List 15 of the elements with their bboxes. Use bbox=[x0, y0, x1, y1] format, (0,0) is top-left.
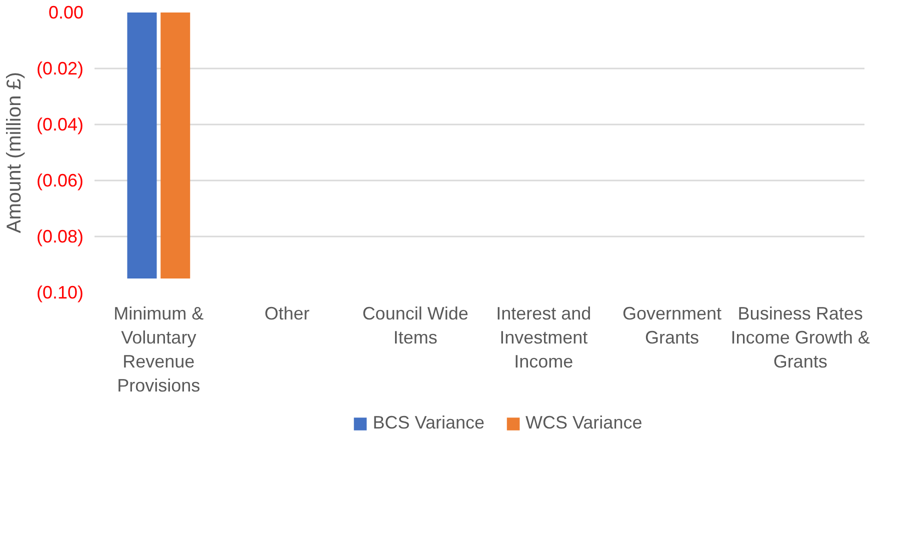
y-axis-title: Amount (million £) bbox=[3, 72, 26, 234]
y-tick-label: 0.00 bbox=[48, 2, 84, 22]
y-tick-label: (0.04) bbox=[36, 114, 84, 134]
x-tick-label: Interest and Investment Income bbox=[496, 304, 592, 372]
x-tick-label: Business Rates Income Growth & Grants bbox=[730, 304, 870, 372]
x-tick-label: Council Wide Items bbox=[362, 304, 468, 348]
x-tick-label: Minimum & Voluntary Revenue Provisions bbox=[114, 304, 204, 396]
legend-label: WCS Variance bbox=[526, 412, 642, 434]
y-tick-label: (0.10) bbox=[36, 282, 84, 302]
legend-label: BCS Variance bbox=[372, 412, 485, 434]
y-tick-label: (0.08) bbox=[36, 226, 84, 246]
y-tick-label: (0.06) bbox=[36, 170, 84, 190]
x-tick-label: Other bbox=[264, 304, 310, 324]
y-tick-label: (0.02) bbox=[36, 58, 84, 78]
x-tick-label: Government Grants bbox=[622, 304, 722, 348]
